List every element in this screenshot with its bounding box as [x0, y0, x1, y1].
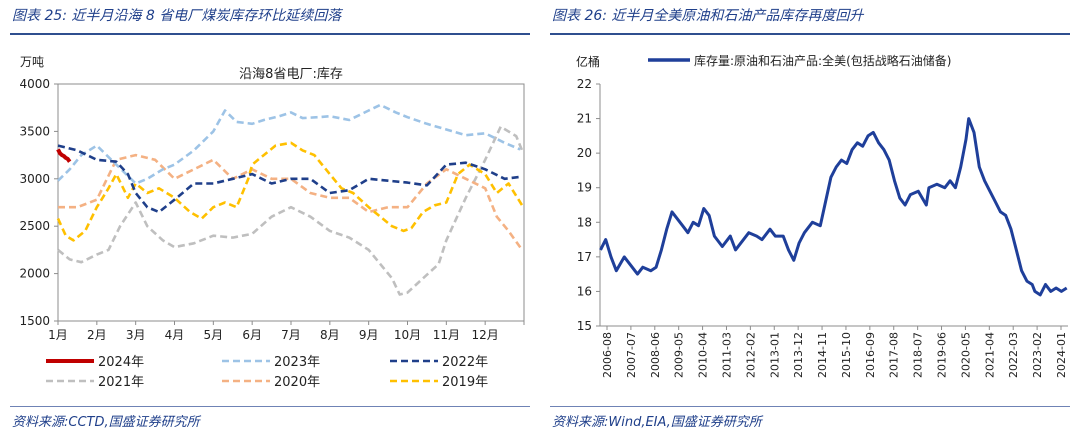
x-tick-label: 2011-03: [720, 332, 733, 378]
x-tick-label: 3月: [126, 328, 146, 342]
left-source-rule: [10, 406, 530, 407]
y-tick-label: 2500: [19, 219, 50, 233]
series-line-2021年: [57, 125, 524, 296]
legend-label: 2023年: [274, 355, 320, 370]
series-line-inventory: [599, 117, 1068, 297]
legend-label: 2020年: [274, 375, 320, 390]
series-line-2020年: [58, 153, 524, 251]
x-tick-label: 2013-12: [792, 332, 805, 378]
x-tick-label: 2006-08: [601, 332, 614, 378]
x-tick-label: 2013-01: [768, 332, 781, 378]
x-tick-label: 2017-08: [888, 332, 901, 378]
x-tick-label: 2023-02: [1031, 332, 1044, 378]
y-tick-label: 21: [577, 112, 592, 126]
x-tick-label: 2024-01: [1055, 332, 1068, 378]
right-chart: 亿桶 15 16 17 18 19 20 21 22 2006-08 2007-07 2008-06 2…: [576, 53, 1068, 378]
legend-label: 2019年: [442, 375, 488, 390]
x-tick-label: 2022-03: [1007, 332, 1020, 378]
plot-frame: [57, 83, 525, 322]
series-line-2024年: [56, 148, 72, 163]
x-tick-label: 2016-09: [864, 332, 877, 378]
legend-label: 2024年: [98, 355, 144, 370]
x-tick-label: 2019-06: [936, 332, 949, 378]
left-figure-title: 图表 25: 近半月沿海 8 省电厂煤炭库存环比延续回落: [12, 8, 342, 24]
x-tick-label: 2012-02: [744, 332, 757, 378]
x-tick-label: 2007-07: [625, 332, 638, 378]
left-title-rule: [10, 33, 530, 35]
x-tick-label: 2021-04: [983, 332, 996, 378]
right-source-rule: [550, 406, 1070, 407]
legend-label: 库存量:原油和石油产品:全美(包括战略石油储备): [694, 53, 951, 68]
x-tick-label: 2020-05: [959, 332, 972, 378]
left-source-note: 资料来源:CCTD,国盛证券研究所: [12, 415, 200, 430]
x-tick-label: 2008-06: [649, 332, 662, 378]
y-tick-label: 1500: [19, 314, 50, 328]
y-tick-label: 16: [577, 284, 592, 298]
y-tick-label: 4000: [19, 77, 50, 91]
y-tick-label: 22: [577, 77, 592, 91]
series-line-2022年: [57, 144, 521, 214]
right-figure-title: 图表 26: 近半月全美原油和石油产品库存再度回升: [552, 8, 864, 24]
right-source-note: 资料来源:Wind,EIA,国盛证券研究所: [552, 415, 762, 430]
x-tick-label: 10月: [394, 328, 421, 342]
y-tick-label: 17: [577, 250, 592, 264]
x-tick-label: 5月: [204, 328, 224, 342]
left-panel: 图表 25: 近半月沿海 8 省电厂煤炭库存环比延续回落 万吨沿海8省电厂:库存…: [10, 8, 530, 430]
y-tick-label: 18: [577, 215, 592, 229]
chart-title: 沿海8省电厂:库存: [239, 66, 343, 82]
legend-label: 2021年: [98, 375, 144, 390]
x-tick-label: 1月: [48, 328, 68, 342]
x-tick-label: 6月: [242, 328, 262, 342]
y-tick-label: 2000: [19, 267, 50, 281]
x-tick-label: 11月: [433, 328, 460, 342]
x-tick-label: 2018-07: [912, 332, 925, 378]
x-tick-label: 2月: [87, 328, 107, 342]
right-panel: 图表 26: 近半月全美原油和石油产品库存再度回升 亿桶 15 16 17 18 19 20…: [540, 0, 1080, 436]
x-tick-label: 2014-11: [816, 332, 829, 378]
y-tick-label: 15: [577, 319, 592, 333]
series-line-2019年: [56, 141, 524, 242]
y-tick-label: 3000: [19, 172, 50, 186]
y-tick-label: 3500: [19, 124, 50, 138]
x-tick-label: 2015-10: [840, 332, 853, 378]
x-tick-label: 4月: [165, 328, 185, 342]
y-axis-label: 万吨: [20, 55, 44, 69]
x-tick-label: 2010-04: [697, 332, 710, 378]
right-title-rule: [550, 33, 1070, 35]
series-line-2023年: [57, 103, 521, 185]
y-tick-label: 19: [577, 181, 592, 195]
y-axis-label: 亿桶: [576, 54, 600, 69]
x-tick-label: 12月: [472, 328, 499, 342]
x-tick-label: 7月: [281, 328, 301, 342]
x-tick-label: 8月: [320, 328, 340, 342]
x-tick-label: 9月: [359, 328, 379, 342]
y-tick-label: 20: [577, 146, 592, 160]
x-tick-label: 2009-05: [673, 332, 686, 378]
legend-label: 2022年: [442, 355, 488, 370]
